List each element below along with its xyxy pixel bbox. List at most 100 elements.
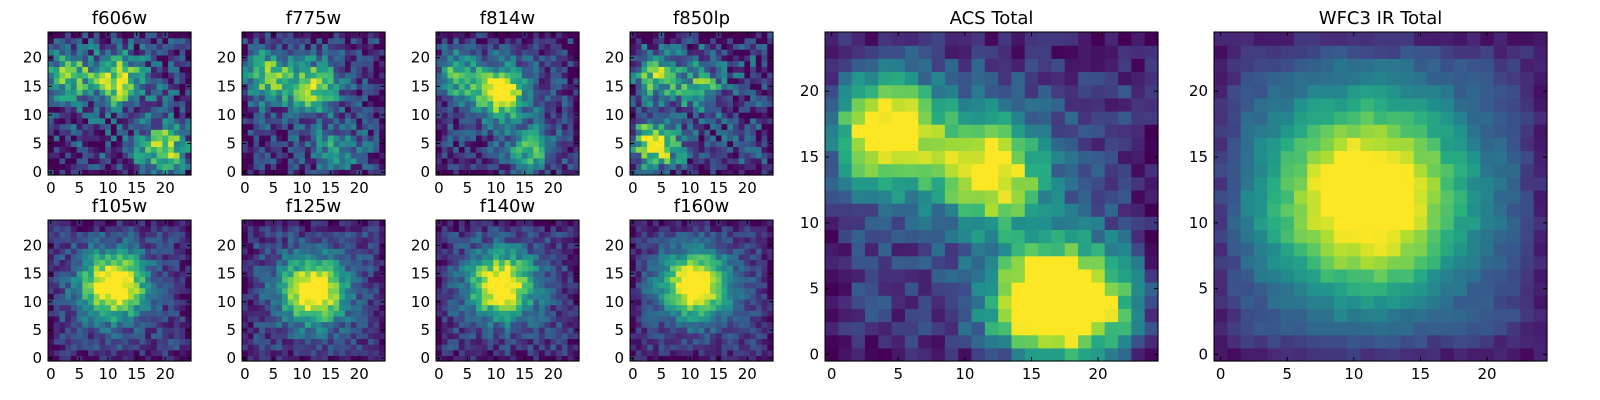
heatmap-cell — [516, 298, 523, 306]
heatmap-cell — [327, 259, 335, 266]
heatmap-cell — [521, 140, 529, 147]
heatmap-cell — [310, 321, 317, 328]
heatmap-cell — [287, 83, 295, 90]
heatmap-cell — [521, 49, 529, 56]
heatmap-cell — [504, 163, 511, 170]
heatmap-cell — [93, 152, 101, 159]
heatmap-cell — [53, 287, 61, 294]
heatmap-cell — [441, 220, 449, 227]
heatmap-cell — [310, 282, 317, 289]
heatmap-cell — [310, 66, 317, 73]
heatmap-cell — [270, 66, 277, 73]
heatmap-cell — [664, 282, 671, 289]
heatmap-cell — [116, 220, 123, 227]
heatmap-cell — [687, 140, 694, 147]
heatmap-cell — [339, 298, 346, 306]
heatmap-cell — [710, 169, 717, 176]
heatmap-cell — [162, 276, 169, 283]
heatmap-cell — [128, 60, 135, 67]
heatmap-cell — [698, 321, 705, 328]
heatmap-cell — [259, 77, 266, 85]
heatmap-cell — [173, 140, 181, 147]
heatmap-cell — [447, 220, 454, 227]
heatmap-cell — [82, 43, 89, 50]
heatmap-cell — [556, 112, 563, 119]
heatmap-cell — [567, 265, 574, 272]
heatmap-cell — [487, 225, 494, 232]
heatmap-cell — [59, 287, 66, 294]
heatmap-cell — [710, 276, 717, 283]
heatmap-cell — [527, 220, 534, 227]
heatmap-cell — [76, 49, 83, 56]
heatmap-cell — [664, 169, 671, 176]
heatmap-cell — [715, 60, 723, 67]
heatmap-cell — [304, 72, 312, 79]
heatmap-cell — [356, 332, 363, 340]
heatmap-cell — [367, 152, 375, 159]
heatmap-cell — [761, 106, 768, 113]
heatmap-cell — [327, 315, 335, 323]
y-tick-label: 15 — [411, 265, 430, 283]
heatmap-cell — [470, 112, 477, 119]
heatmap-cell — [253, 253, 260, 261]
heatmap-cell — [732, 100, 740, 107]
heatmap-cell — [367, 106, 375, 113]
heatmap-cell — [698, 60, 705, 67]
heatmap-cell — [510, 298, 517, 306]
heatmap-cell — [350, 66, 357, 73]
heatmap-cell — [744, 152, 751, 159]
heatmap-cell — [556, 344, 563, 351]
heatmap-cell — [122, 152, 129, 159]
heatmap-cell — [538, 248, 546, 255]
heatmap-cell — [145, 152, 152, 159]
heatmap-cell — [287, 77, 295, 85]
heatmap-cell — [287, 43, 295, 50]
heatmap-cell — [436, 332, 443, 340]
heatmap-cell — [681, 338, 688, 345]
heatmap-cell — [379, 259, 386, 266]
heatmap-cell — [732, 72, 740, 79]
heatmap-cell — [299, 129, 306, 136]
heatmap-cell — [162, 163, 169, 170]
heatmap-cell — [692, 89, 700, 96]
heatmap-cell — [498, 123, 506, 130]
heatmap-cell — [715, 349, 723, 356]
heatmap-cell — [550, 287, 557, 294]
heatmap-cell — [670, 89, 677, 96]
heatmap-cell — [767, 129, 774, 136]
heatmap-cell — [670, 72, 677, 79]
heatmap-cell — [692, 54, 700, 62]
heatmap-cell — [350, 282, 357, 289]
heatmap-cell — [538, 37, 546, 45]
heatmap-cell — [464, 304, 471, 311]
heatmap-cell — [282, 338, 289, 345]
heatmap-cell — [652, 134, 660, 142]
heatmap-cell — [82, 163, 89, 170]
heatmap-cell — [173, 220, 181, 227]
heatmap-cell — [664, 349, 671, 356]
heatmap-cell — [550, 270, 557, 277]
heatmap-cell — [441, 236, 449, 244]
heatmap-cell — [516, 123, 523, 130]
heatmap-cell — [527, 321, 534, 328]
heatmap-cell — [270, 49, 277, 56]
heatmap-cell — [99, 276, 106, 283]
heatmap-cell — [327, 89, 335, 96]
heatmap-cell — [498, 355, 506, 362]
heatmap-cell — [641, 94, 648, 102]
heatmap-cell — [270, 129, 277, 136]
heatmap-cell — [630, 129, 637, 136]
heatmap-cell — [264, 242, 272, 249]
heatmap-cell — [282, 310, 289, 317]
heatmap-cell — [573, 32, 580, 39]
heatmap-cell — [481, 327, 489, 334]
heatmap-cell — [162, 349, 169, 356]
heatmap-cell — [681, 94, 688, 102]
heatmap-cell — [259, 321, 266, 328]
heatmap-cell — [327, 49, 335, 56]
heatmap-cell — [293, 49, 300, 56]
heatmap-cell — [145, 321, 152, 328]
heatmap-cell — [498, 298, 506, 306]
heatmap-cell — [339, 152, 346, 159]
